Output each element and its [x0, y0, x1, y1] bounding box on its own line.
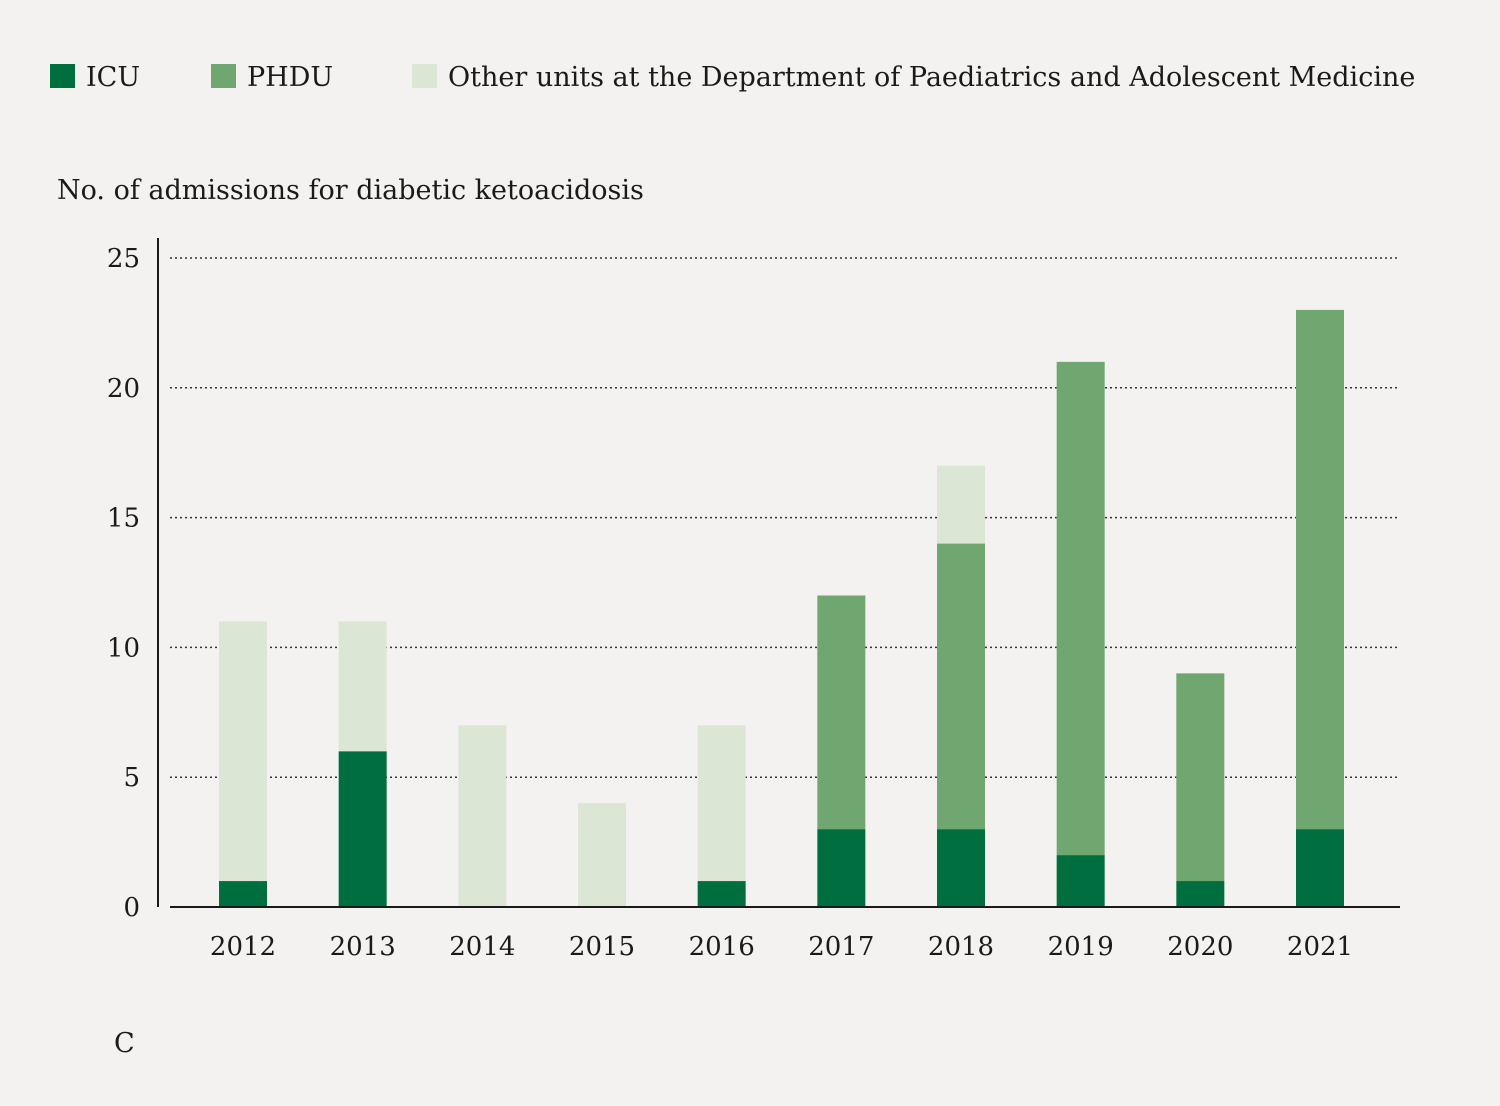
- y-axis-label: No. of admissions for diabetic ketoacido…: [57, 175, 644, 206]
- bar-icu-2020: [1176, 881, 1225, 907]
- bar-other-2013: [338, 621, 387, 752]
- x-tick-label: 2017: [808, 932, 874, 962]
- y-tick-label: 20: [107, 374, 140, 404]
- bar-icu-2018: [937, 829, 985, 907]
- bar-phdu-2018: [937, 543, 985, 830]
- x-tick-label: 2013: [330, 932, 396, 962]
- y-tick-label: 10: [107, 633, 140, 663]
- legend-label: Other units at the Department of Paediat…: [448, 62, 1415, 93]
- bar-phdu-2019: [1056, 361, 1105, 856]
- y-tick-label: 15: [107, 504, 140, 534]
- bar-icu-2019: [1056, 855, 1105, 907]
- legend-swatch-phdu: [211, 64, 236, 88]
- bar-other-2016: [697, 725, 746, 882]
- y-tick-label: 5: [123, 763, 140, 793]
- bar-icu-2013: [338, 751, 387, 907]
- y-tick-label: 25: [107, 244, 140, 274]
- x-tick-label: 2021: [1287, 932, 1353, 962]
- bar-phdu-2020: [1176, 673, 1225, 882]
- legend-swatch-icu: [50, 64, 75, 88]
- bar-other-2015: [578, 803, 626, 907]
- bar-other-2018: [937, 465, 985, 544]
- x-tick-label: 2014: [449, 932, 515, 962]
- legend-label: PHDU: [247, 62, 333, 93]
- x-tick-label: 2018: [928, 932, 994, 962]
- panel-label: C: [114, 1028, 135, 1059]
- bar-other-2012: [219, 621, 267, 882]
- legend-label: ICU: [86, 62, 140, 93]
- bar-other-2014: [458, 725, 507, 907]
- bar-phdu-2017: [817, 595, 866, 830]
- bar-icu-2012: [219, 881, 267, 907]
- bar-icu-2016: [697, 881, 746, 907]
- x-tick-label: 2019: [1048, 932, 1114, 962]
- bar-icu-2017: [817, 829, 866, 907]
- x-tick-label: 2012: [210, 932, 276, 962]
- legend-swatch-other: [412, 64, 437, 88]
- x-tick-label: 2015: [569, 932, 635, 962]
- x-tick-label: 2016: [689, 932, 755, 962]
- bar-phdu-2021: [1296, 309, 1344, 830]
- x-tick-label: 2020: [1167, 932, 1233, 962]
- bar-icu-2021: [1296, 829, 1344, 907]
- y-tick-label: 0: [123, 893, 140, 923]
